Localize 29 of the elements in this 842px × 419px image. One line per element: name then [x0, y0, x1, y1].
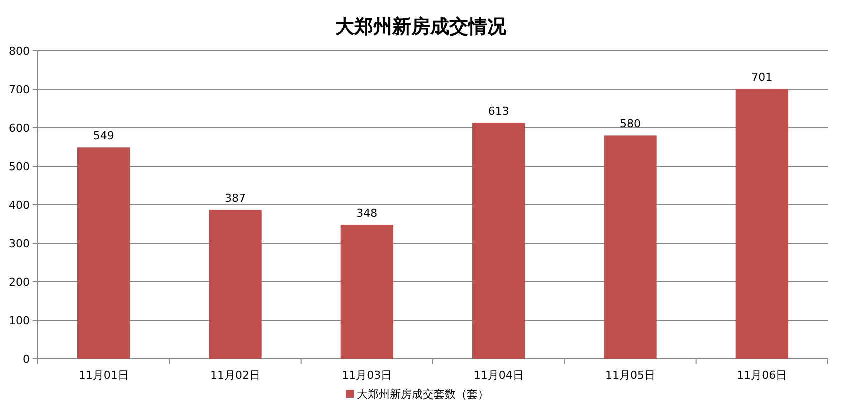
bar	[472, 122, 526, 359]
y-tick-label: 600	[9, 122, 30, 135]
data-label: 387	[225, 192, 246, 206]
bar	[736, 89, 788, 359]
data-label: 348	[356, 207, 378, 220]
y-tick-label: 800	[9, 45, 30, 58]
data-label: 701	[752, 71, 773, 84]
bar	[78, 148, 130, 359]
bar	[209, 210, 262, 359]
x-tick-label: 11月06日	[737, 369, 788, 382]
y-tick-label: 300	[9, 238, 30, 250]
y-tick-label: 400	[9, 199, 30, 212]
bar	[604, 136, 657, 359]
data-label: 613	[488, 104, 510, 118]
y-tick-label: 200	[9, 276, 30, 289]
x-tick-label: 11月03日	[342, 369, 392, 382]
data-label: 580	[620, 118, 641, 131]
x-tick-label: 11月01日	[78, 369, 129, 382]
x-tick-label: 11月02日	[210, 369, 260, 382]
bar	[340, 225, 394, 359]
y-tick-label: 0	[23, 353, 30, 366]
y-tick-label: 100	[9, 314, 30, 328]
y-tick-label: 700	[9, 84, 30, 96]
data-label: 549	[93, 130, 114, 143]
legend-label: 大郑州新房成交套数（套）	[357, 388, 489, 401]
y-tick-label: 500	[9, 160, 30, 174]
x-tick-label: 11月04日	[474, 369, 524, 382]
chart-title: 大郑州新房成交情况	[336, 16, 508, 38]
x-tick-label: 11月05日	[606, 369, 656, 382]
